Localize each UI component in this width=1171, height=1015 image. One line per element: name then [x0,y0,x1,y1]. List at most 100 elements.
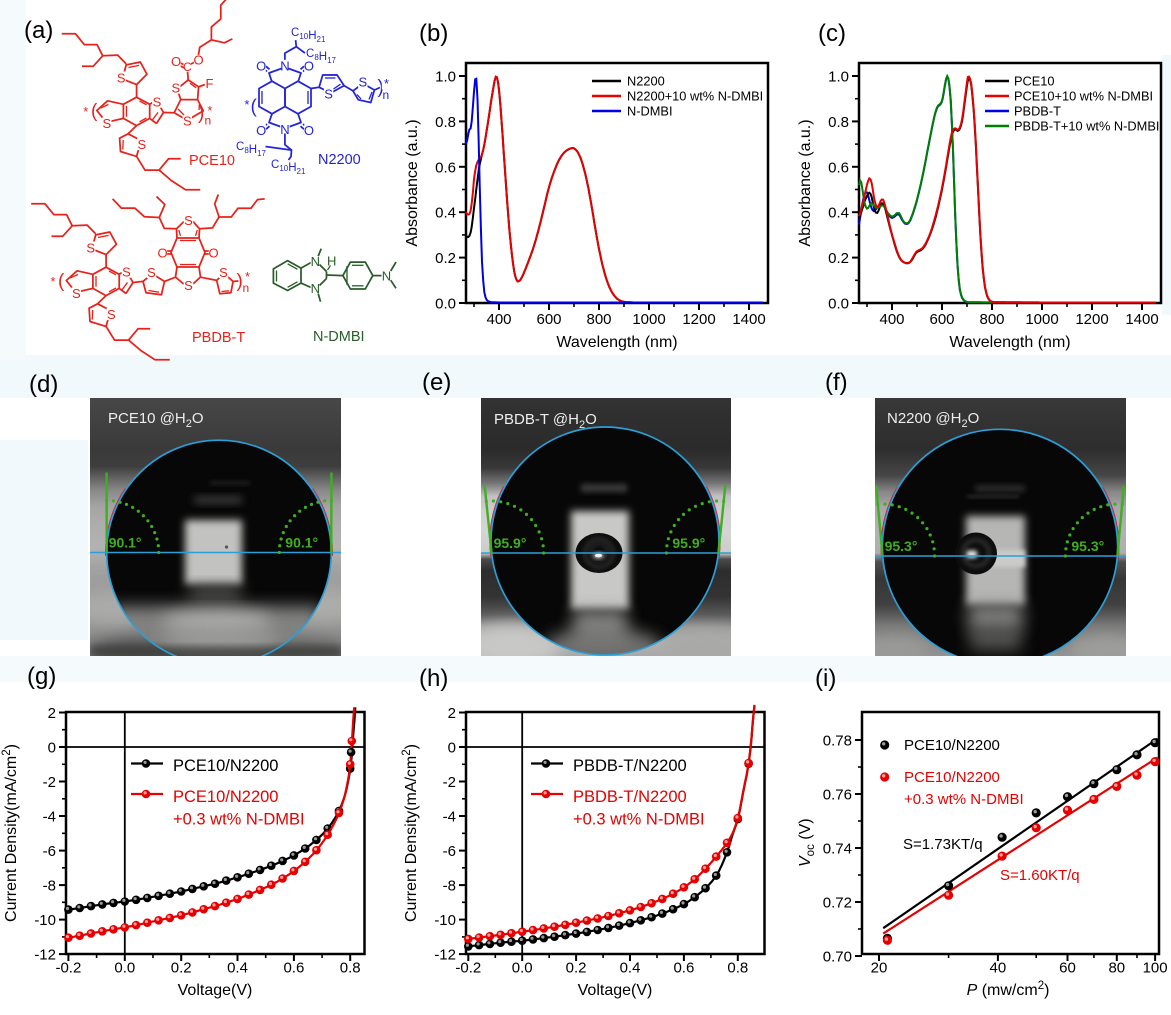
svg-text:S: S [183,114,192,129]
svg-text:-4: -4 [443,809,456,826]
svg-text:0.0: 0.0 [828,296,849,313]
svg-text:Current Density(mA/cm2): Current Density(mA/cm2) [1,744,20,922]
svg-text:(e): (e) [422,369,451,396]
svg-text:400: 400 [486,311,511,328]
svg-text:0.0: 0.0 [114,960,135,977]
svg-text:0.4: 0.4 [828,205,849,222]
svg-text:95.3°: 95.3° [1071,538,1104,554]
svg-text:S: S [147,265,156,280]
svg-text:0.0: 0.0 [512,960,533,977]
svg-text:N-DMBI: N-DMBI [313,329,365,345]
svg-text:): ) [198,103,204,124]
svg-text:+0.3 wt% N-DMBI: +0.3 wt% N-DMBI [573,811,705,829]
svg-text:1200: 1200 [682,311,715,328]
svg-text:n: n [243,281,250,295]
svg-text:N2200: N2200 [627,74,665,89]
svg-text:-0.2: -0.2 [455,960,481,977]
svg-text:-12: -12 [434,947,456,964]
svg-text:H: H [327,253,336,268]
svg-text:0.2: 0.2 [171,960,192,977]
svg-text:(i): (i) [815,665,836,692]
svg-text:S: S [117,70,126,85]
svg-text:O: O [256,58,266,73]
svg-text:PCE10/N2200: PCE10/N2200 [173,788,279,806]
svg-text:+0.3 wt% N-DMBI: +0.3 wt% N-DMBI [173,811,305,829]
svg-text:2: 2 [48,705,56,722]
svg-text:600: 600 [929,311,954,328]
svg-text:(c): (c) [818,20,846,47]
svg-text:90.1°: 90.1° [285,535,318,551]
svg-text:O: O [304,58,314,73]
svg-text:0.76: 0.76 [823,787,852,804]
svg-text:Voltage(V): Voltage(V) [178,982,253,999]
svg-text:PBDB-T: PBDB-T [192,330,245,346]
svg-text:PBDB-T: PBDB-T [1014,104,1061,119]
svg-text:(a): (a) [24,17,53,44]
svg-text:1.0: 1.0 [828,69,849,86]
svg-text:F: F [206,76,214,91]
svg-text:*: * [50,274,55,289]
svg-text:*: * [244,97,249,112]
svg-text:100: 100 [1143,960,1168,977]
svg-text:-6: -6 [443,843,456,860]
svg-text:Voltage(V): Voltage(V) [578,982,653,999]
svg-text:S: S [153,95,162,110]
svg-text:PCE10/N2200: PCE10/N2200 [904,769,1000,786]
svg-text:N2200: N2200 [318,152,361,168]
svg-text:0.8: 0.8 [435,114,456,131]
svg-text:PCE10: PCE10 [189,153,235,169]
svg-text:P (mw/cm2): P (mw/cm2) [967,980,1050,999]
svg-text:600: 600 [536,311,561,328]
svg-text:N2200+10 wt% N-DMBI: N2200+10 wt% N-DMBI [627,89,763,104]
svg-text:0.6: 0.6 [435,159,456,176]
svg-text:800: 800 [586,311,611,328]
svg-text:0.8: 0.8 [727,960,748,977]
svg-text:0.74: 0.74 [823,841,852,858]
svg-text:1200: 1200 [1075,311,1108,328]
svg-text:S: S [358,75,367,90]
svg-text:0.78: 0.78 [823,733,852,750]
svg-text:0.72: 0.72 [823,895,852,912]
svg-text:S: S [219,265,228,280]
svg-text:n: n [383,88,390,102]
svg-text:S: S [72,286,81,301]
svg-text:PBDB-T/N2200: PBDB-T/N2200 [573,788,687,806]
svg-text:(f): (f) [825,369,848,396]
svg-text:S: S [102,116,111,131]
svg-text:1000: 1000 [632,311,665,328]
svg-text:N-DMBI: N-DMBI [627,104,673,119]
svg-text:S=1.73KT/q: S=1.73KT/q [903,836,983,853]
svg-text:1000: 1000 [1025,311,1058,328]
svg-text:S: S [107,307,116,322]
svg-text:-12: -12 [34,947,56,964]
svg-text:1400: 1400 [1125,311,1158,328]
svg-text:95.9°: 95.9° [672,535,705,551]
svg-text:0.4: 0.4 [227,960,248,977]
svg-text:0.2: 0.2 [828,250,849,267]
svg-text:0.8: 0.8 [828,114,849,131]
svg-text:0.4: 0.4 [620,960,641,977]
svg-text:O: O [157,245,167,260]
svg-text:S: S [171,81,180,96]
svg-text:(d): (d) [29,371,58,398]
svg-text:N: N [280,59,289,74]
svg-text:0.6: 0.6 [673,960,694,977]
svg-text:S: S [184,278,193,293]
svg-text:0.70: 0.70 [823,949,852,966]
svg-text:40: 40 [990,960,1007,977]
svg-text:S: S [184,213,193,228]
svg-text:1.0: 1.0 [435,69,456,86]
svg-text:PBDB-T+10 wt% N-DMBI: PBDB-T+10 wt% N-DMBI [1014,119,1159,134]
svg-text:PCE10+10 wt% N-DMBI: PCE10+10 wt% N-DMBI [1014,89,1153,104]
svg-text:-6: -6 [43,843,56,860]
svg-text:S: S [137,137,146,152]
svg-text:(b): (b) [419,20,448,47]
svg-text:PCE10: PCE10 [1014,74,1055,89]
svg-text:PCE10/N2200: PCE10/N2200 [173,757,279,775]
svg-text:(g): (g) [27,663,56,690]
svg-text:C: C [183,60,192,74]
svg-text:0.0: 0.0 [435,296,456,313]
svg-text:O: O [208,245,218,260]
svg-text:20: 20 [871,960,888,977]
svg-text:-4: -4 [43,809,56,826]
